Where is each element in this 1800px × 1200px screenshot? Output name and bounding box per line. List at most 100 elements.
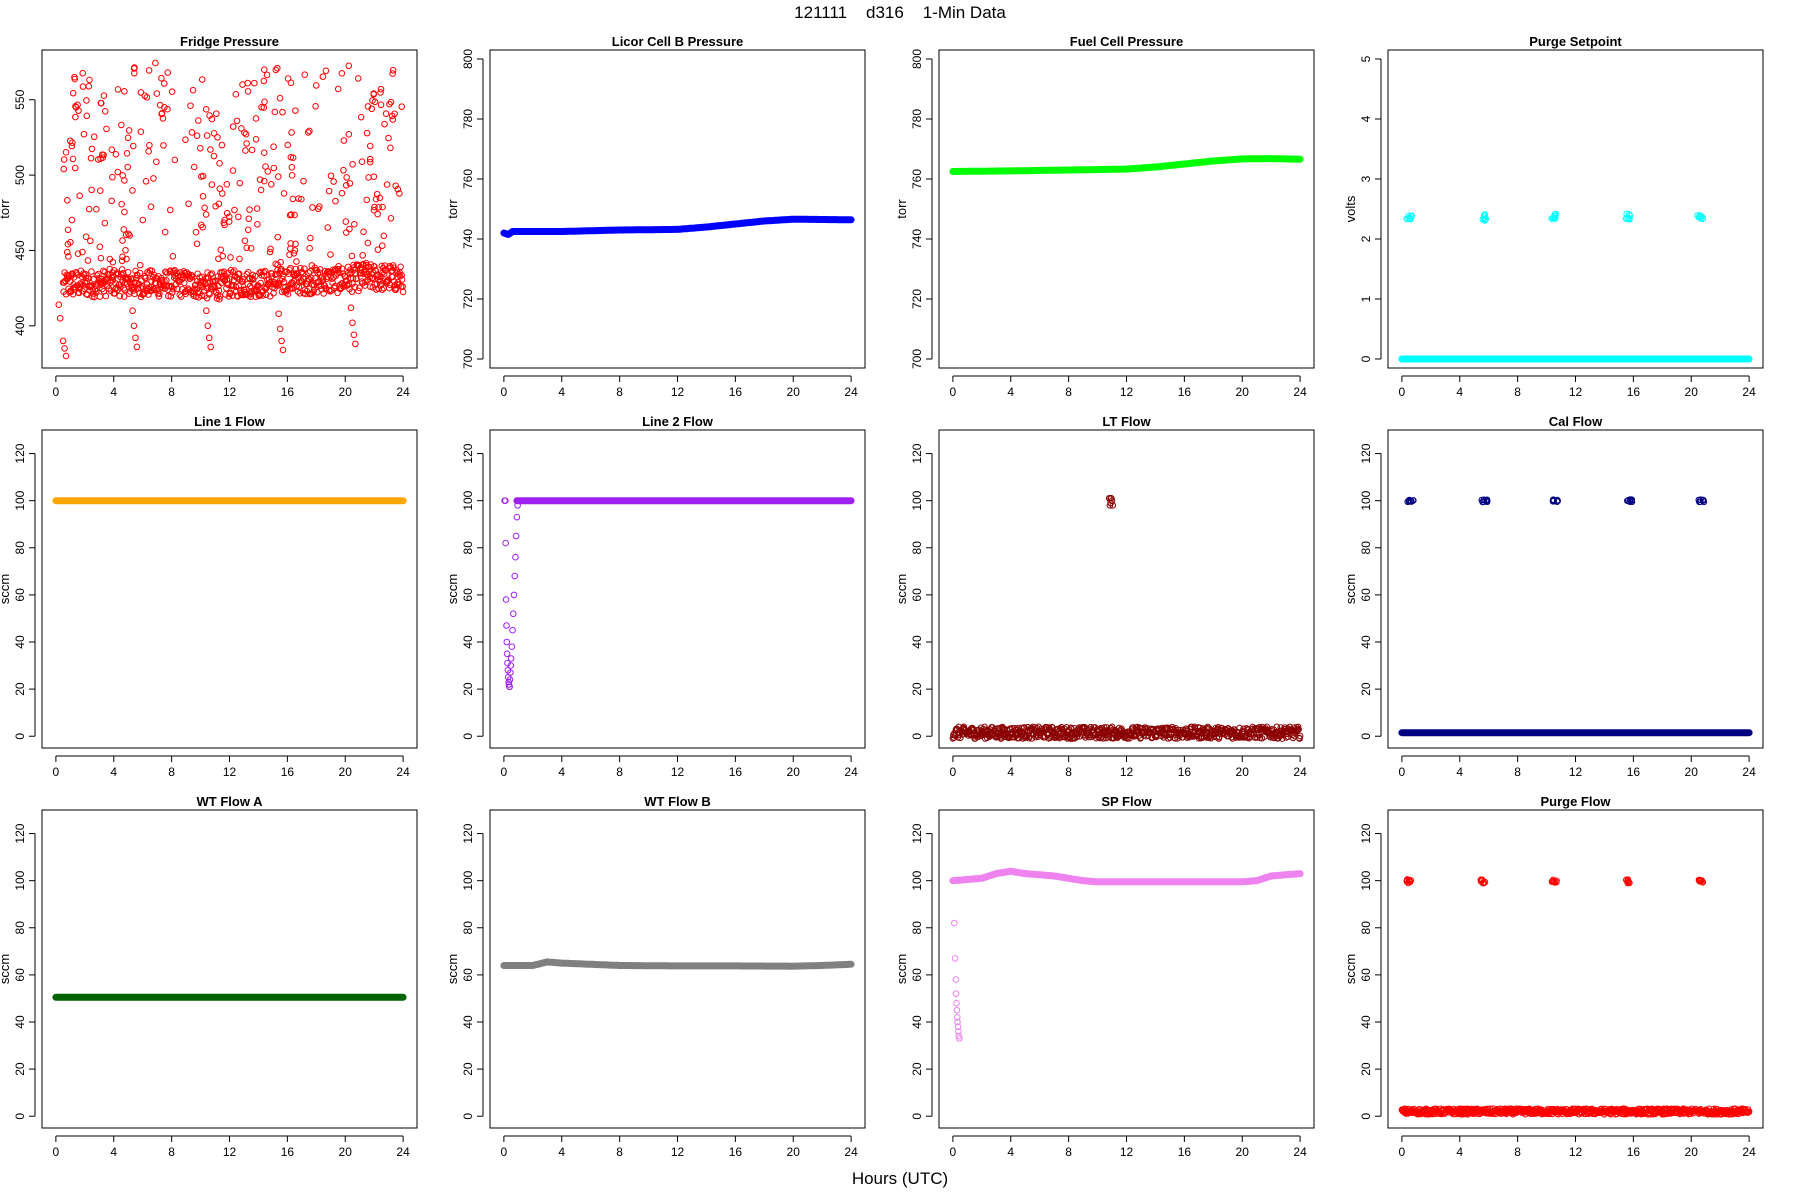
x-tick-label: 4 (1456, 1145, 1463, 1159)
band-point (305, 269, 313, 277)
scatter-point (364, 239, 372, 247)
x-tick-label: 16 (1627, 385, 1641, 399)
data-point (512, 553, 519, 561)
y-tick-label: 120 (13, 443, 27, 463)
cluster-point (1406, 497, 1413, 505)
x-tick-label: 24 (1742, 385, 1756, 399)
scatter-point (161, 104, 168, 111)
scatter-point (381, 120, 388, 128)
band-point (186, 275, 194, 282)
x-tick-label: 16 (281, 1145, 295, 1159)
scatter-point (348, 252, 356, 260)
y-tick-label: 40 (461, 635, 475, 649)
band-point (348, 288, 356, 295)
data-point (503, 622, 510, 629)
band-point (1294, 723, 1302, 731)
scatter-point (125, 127, 133, 134)
x-tick-label: 20 (787, 1145, 801, 1159)
scatter-point (256, 176, 264, 183)
x-tick-label: 20 (1236, 765, 1250, 779)
scatter-point (118, 121, 125, 129)
scatter-point (201, 204, 208, 212)
y-tick-label: 720 (910, 289, 924, 309)
scatter-point (387, 144, 394, 152)
y-tick-label: 0 (910, 1113, 924, 1120)
band-point (307, 274, 315, 282)
scatter-point (158, 110, 165, 118)
band-point (148, 278, 155, 285)
x-tick-label: 12 (1569, 1145, 1583, 1159)
scatter-point (202, 211, 210, 218)
scatter-point (189, 86, 197, 94)
scatter-point (389, 66, 397, 74)
x-tick-label: 24 (1742, 765, 1756, 779)
scatter-point (153, 90, 161, 97)
dip-point (129, 307, 136, 315)
series-line (500, 958, 855, 970)
x-tick-label: 16 (281, 385, 295, 399)
scatter-point (290, 249, 298, 257)
scatter-point (121, 87, 128, 95)
x-tick-label: 12 (223, 1145, 237, 1159)
scatter-point (325, 187, 333, 195)
scatter-point (371, 98, 379, 106)
band-point (173, 269, 181, 277)
scatter-point (187, 102, 194, 110)
x-tick-label: 0 (950, 1145, 957, 1159)
band-point (232, 283, 240, 291)
scatter-point (87, 237, 94, 245)
y-tick-label: 800 (461, 49, 475, 69)
scatter-point (364, 103, 372, 110)
y-tick-label: 120 (910, 443, 924, 463)
scatter-point (366, 158, 374, 166)
band-point (216, 295, 223, 303)
scatter-point (158, 74, 165, 82)
x-tick-label: 24 (396, 1145, 410, 1159)
scatter-point (147, 203, 155, 211)
band-point (156, 290, 163, 297)
y-tick-label: 760 (910, 169, 924, 189)
band-point (300, 275, 307, 282)
dip-point (204, 322, 212, 330)
data-point (956, 1035, 963, 1042)
data-point (510, 591, 518, 599)
data-point (1107, 495, 1114, 502)
scatter-point (214, 134, 221, 141)
scatter-point (257, 186, 265, 194)
scatter-point (139, 216, 147, 224)
plot-frame (489, 429, 866, 749)
scatter-point (141, 92, 149, 100)
cluster-point (1695, 876, 1703, 884)
scatter-point (108, 197, 115, 205)
scatter-point (159, 115, 167, 122)
scatter-point (88, 145, 96, 153)
scatter-point (74, 250, 82, 257)
scatter-point (137, 89, 145, 96)
y-tick-label: 740 (910, 229, 924, 249)
y-tick-label: 80 (1359, 921, 1373, 935)
x-tick-label: 8 (616, 1145, 623, 1159)
cluster-point (1549, 497, 1557, 504)
scatter-point (272, 66, 280, 74)
scatter-point (124, 134, 132, 142)
scatter-point (153, 158, 160, 166)
scatter-point (71, 164, 79, 172)
band-point (369, 284, 377, 291)
band-point (378, 286, 386, 293)
y-tick-label: 760 (461, 169, 475, 189)
scatter-point (295, 195, 302, 202)
scatter-point (360, 228, 367, 236)
scatter-point (79, 69, 87, 77)
y-tick-label: 550 (13, 89, 27, 109)
scatter-point (101, 107, 109, 115)
scatter-point (97, 99, 105, 107)
band-point (1100, 724, 1108, 731)
scatter-point (376, 194, 384, 202)
plot-frame (41, 49, 418, 369)
scatter-point (69, 89, 77, 97)
x-tick-label: 16 (281, 765, 295, 779)
scatter-point (83, 112, 91, 120)
scatter-point (68, 216, 76, 224)
band-point (152, 279, 160, 287)
scatter-point (244, 226, 252, 234)
